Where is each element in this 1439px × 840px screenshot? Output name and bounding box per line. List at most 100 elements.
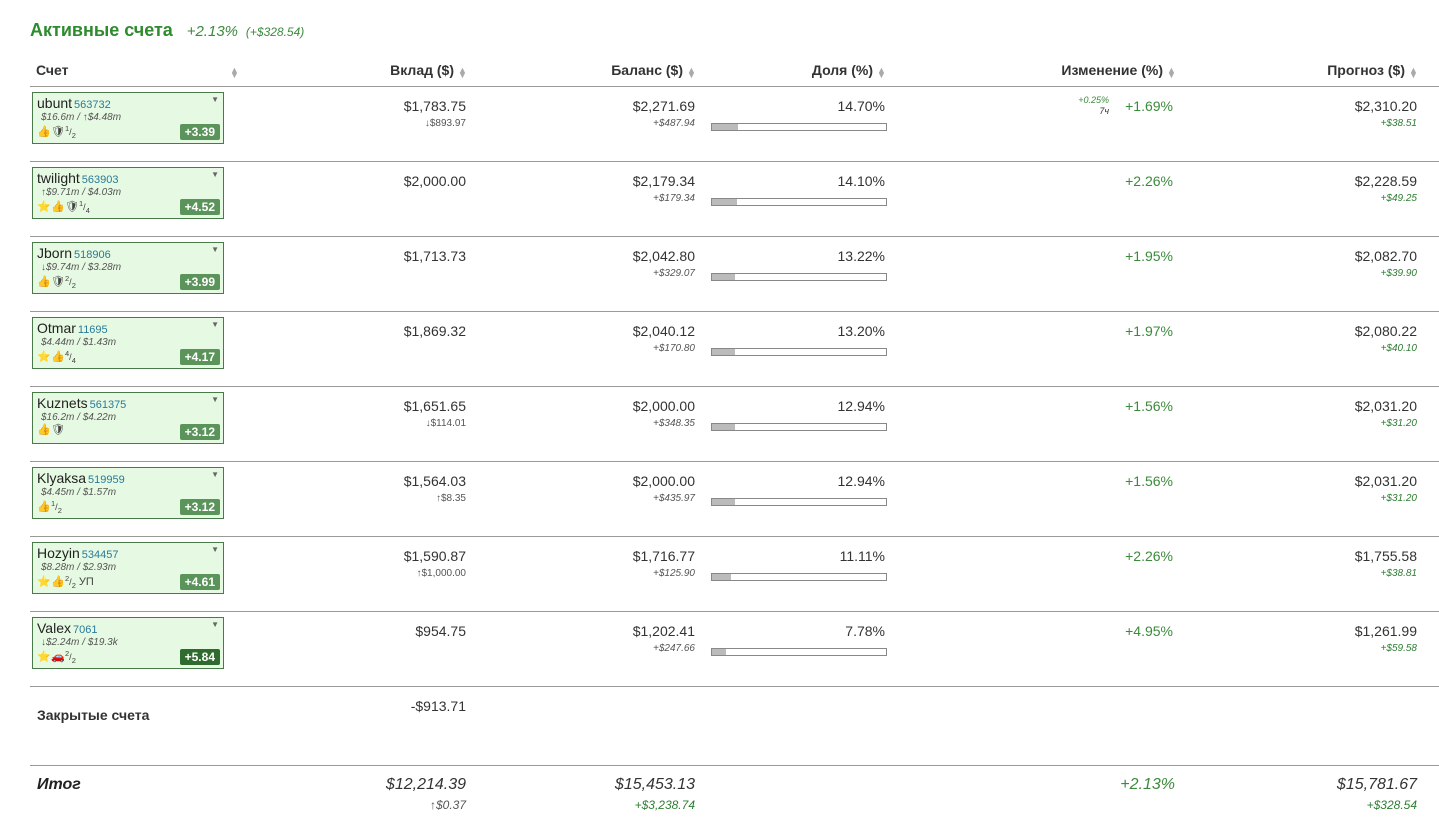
account-name: Hozyin: [37, 545, 80, 561]
forecast-value: $1,755.58: [1355, 548, 1417, 564]
sort-icon[interactable]: ▲▼: [458, 66, 466, 76]
change-value: +4.95%: [1125, 623, 1173, 639]
forecast-sub: +$39.90: [1181, 268, 1417, 279]
col-header-label: Баланс ($): [611, 62, 683, 78]
chevron-down-icon[interactable]: ▼: [211, 620, 219, 629]
thumbs-up-icon: 👍: [51, 576, 65, 588]
forecast-value: $1,261.99: [1355, 623, 1417, 639]
forecast-value: $2,031.20: [1355, 398, 1417, 414]
col-header-account[interactable]: Счет▲▼: [30, 53, 248, 87]
chevron-down-icon[interactable]: ▼: [211, 395, 219, 404]
col-header-deposit[interactable]: Вклад ($)▲▼: [248, 53, 472, 87]
forecast-cell: $2,031.20 +$31.20: [1181, 387, 1423, 462]
account-id[interactable]: 518906: [74, 249, 111, 261]
balance-sub: +$348.35: [472, 418, 695, 429]
col-header-change[interactable]: Изменение (%) ▲▼: [891, 53, 1181, 87]
score-badge: +3.99: [180, 274, 220, 290]
thumbs-up-icon: 👍: [37, 501, 51, 513]
chevron-down-icon[interactable]: ▼: [211, 95, 219, 104]
deposit-value: $1,651.65: [404, 398, 466, 414]
total-forecast: $15,781.67 +$328.54: [1181, 766, 1423, 840]
account-id[interactable]: 11695: [78, 324, 108, 336]
share-value: 13.20%: [701, 323, 891, 339]
shield-icon: 🛡: [51, 424, 65, 436]
account-id[interactable]: 563903: [82, 174, 119, 186]
account-id[interactable]: 563732: [74, 99, 111, 111]
col-header-forecast[interactable]: Прогноз ($)▲▼: [1181, 53, 1423, 87]
forecast-sub: +$38.81: [1181, 568, 1417, 579]
star-icon: ⭐: [37, 576, 51, 588]
sort-icon[interactable]: ▲▼: [687, 66, 695, 76]
balance-value: $1,202.41: [633, 623, 695, 639]
account-id[interactable]: 7061: [73, 624, 97, 636]
sort-icon[interactable]: ▲▼: [230, 66, 238, 76]
chevron-down-icon[interactable]: ▼: [211, 170, 219, 179]
table-header: Счет▲▼ Вклад ($)▲▼ Баланс ($) ▲▼ Доля (%)…: [30, 53, 1439, 87]
forecast-sub: +$31.20: [1181, 418, 1417, 429]
balance-cell: $2,179.34 +$179.34: [472, 162, 701, 237]
col-header-share[interactable]: Доля (%) ▲▼: [701, 53, 891, 87]
chevron-down-icon[interactable]: ▼: [211, 470, 219, 479]
account-id[interactable]: 519959: [88, 474, 125, 486]
share-bar: [711, 498, 887, 506]
account-name: Otmar: [37, 320, 76, 336]
share-bar-fill: [712, 199, 737, 205]
thumbs-up-icon: 👍: [37, 126, 51, 138]
deposit-value: $2,000.00: [404, 173, 466, 189]
account-name: ubunt: [37, 95, 72, 111]
sort-icon[interactable]: ▲▼: [1167, 66, 1175, 76]
forecast-sub: +$31.20: [1181, 493, 1417, 504]
forecast-sub: +$38.51: [1181, 118, 1417, 129]
deposit-cell: $2,000.00: [248, 162, 472, 237]
deposit-cell: $1,783.75 ↓$893.97: [248, 87, 472, 162]
col-header-label: Доля (%): [812, 62, 873, 78]
balance-cell: $1,202.41 +$247.66: [472, 612, 701, 687]
deposit-value: $1,783.75: [404, 98, 466, 114]
chevron-down-icon[interactable]: ▼: [211, 320, 219, 329]
chevron-down-icon[interactable]: ▼: [211, 545, 219, 554]
deposit-sub: ↓$114.01: [248, 418, 466, 429]
balance-cell: $1,716.77 +$125.90: [472, 537, 701, 612]
col-header-balance[interactable]: Баланс ($) ▲▼: [472, 53, 701, 87]
thumbs-up-icon: 👍: [51, 201, 65, 213]
sort-icon[interactable]: ▲▼: [1409, 66, 1417, 76]
deposit-cell: $1,590.87 ↑$1,000.00: [248, 537, 472, 612]
deposit-cell: $1,713.73: [248, 237, 472, 312]
col-header-label: Изменение (%): [1061, 62, 1163, 78]
total-deposit-sub: ↑$0.37: [248, 798, 466, 812]
score-badge: +4.52: [180, 199, 220, 215]
star-icon: ⭐: [37, 201, 51, 213]
total-deposit-value: $12,214.39: [386, 776, 466, 793]
sort-icon[interactable]: ▲▼: [877, 66, 885, 76]
rating-fraction: 1/2: [51, 502, 62, 512]
star-icon: ⭐: [37, 351, 51, 363]
account-name: Klyaksa: [37, 470, 86, 486]
total-forecast-value: $15,781.67: [1337, 776, 1417, 793]
share-cell: 13.22%: [701, 237, 891, 312]
account-id[interactable]: 534457: [82, 549, 119, 561]
share-cell: 14.10%: [701, 162, 891, 237]
change-value: +1.97%: [1125, 323, 1173, 339]
deposit-sub: ↑$8.35: [248, 493, 466, 504]
car-icon: 🚗: [51, 651, 65, 663]
deposit-sub: ↑$1,000.00: [248, 568, 466, 579]
account-id[interactable]: 561375: [90, 399, 127, 411]
balance-value: $2,042.80: [633, 248, 695, 264]
chevron-down-icon[interactable]: ▼: [211, 245, 219, 254]
closed-deposit: -$913.71: [248, 687, 472, 766]
share-value: 13.22%: [701, 248, 891, 264]
share-cell: 7.78%: [701, 612, 891, 687]
